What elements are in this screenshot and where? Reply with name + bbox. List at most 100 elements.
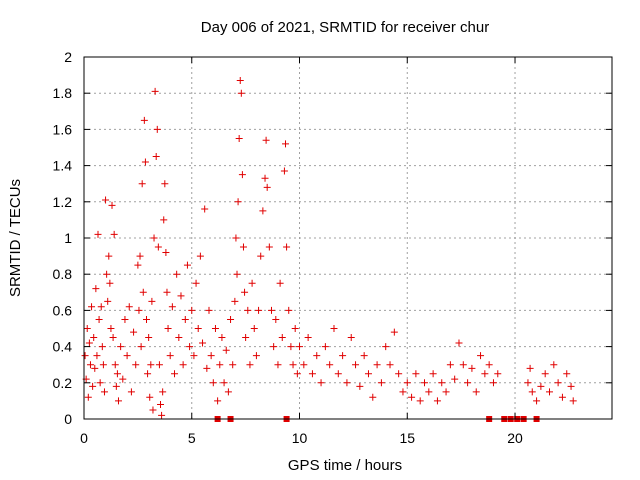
data-point xyxy=(524,379,532,387)
data-point xyxy=(234,198,242,206)
data-point xyxy=(455,339,463,347)
data-point xyxy=(125,303,133,311)
y-axis-label: SRMTID / TECUs xyxy=(7,179,24,297)
data-point xyxy=(255,306,263,314)
data-point xyxy=(343,379,351,387)
grid-lines xyxy=(84,57,612,419)
data-point xyxy=(232,234,240,242)
data-point xyxy=(259,207,267,215)
data-point xyxy=(166,352,174,360)
data-point xyxy=(446,361,454,369)
data-point xyxy=(313,352,321,360)
data-point xyxy=(526,364,534,372)
data-point xyxy=(293,370,301,378)
data-point xyxy=(102,196,110,204)
data-point xyxy=(567,382,575,390)
data-point xyxy=(433,397,441,405)
data-point xyxy=(90,334,98,342)
data-point xyxy=(145,334,153,342)
y-tick-label: 0.6 xyxy=(53,302,73,318)
data-point xyxy=(270,343,278,351)
data-point xyxy=(83,325,91,332)
y-tick-label: 1 xyxy=(64,230,72,246)
data-point xyxy=(194,325,202,332)
data-point xyxy=(142,315,150,323)
data-point xyxy=(438,379,446,387)
data-point xyxy=(160,216,168,224)
data-point xyxy=(216,361,224,369)
data-point xyxy=(88,303,96,311)
x-tick-label: 5 xyxy=(188,430,196,446)
data-point xyxy=(554,379,562,387)
data-point xyxy=(148,297,156,305)
data-point xyxy=(218,334,226,342)
x-tick-label: 0 xyxy=(80,430,88,446)
data-point xyxy=(153,125,161,133)
data-point xyxy=(326,361,334,369)
x-tick-label: 20 xyxy=(507,430,523,446)
data-point xyxy=(282,140,290,148)
data-point xyxy=(117,343,125,351)
data-point xyxy=(137,343,145,351)
data-point xyxy=(395,370,403,378)
data-point xyxy=(317,379,325,387)
data-point xyxy=(92,285,100,293)
data-point xyxy=(291,325,299,332)
data-point xyxy=(285,306,293,314)
data-point xyxy=(140,116,148,124)
data-point xyxy=(569,397,577,405)
data-point xyxy=(300,361,308,369)
data-point xyxy=(136,252,144,260)
data-point xyxy=(235,134,243,142)
data-point xyxy=(100,388,108,396)
data-point xyxy=(181,315,189,323)
data-point xyxy=(157,401,165,409)
data-point xyxy=(239,243,247,251)
data-point xyxy=(242,334,250,342)
data-point xyxy=(96,379,104,387)
data-point xyxy=(190,352,198,360)
data-point xyxy=(360,352,368,360)
data-point xyxy=(533,397,541,405)
data-point xyxy=(134,261,142,269)
data-point xyxy=(158,411,166,419)
data-point xyxy=(364,370,372,378)
data-point xyxy=(113,370,121,378)
data-point xyxy=(352,361,360,369)
data-point xyxy=(233,270,241,278)
y-tick-labels: 0 0.2 0.4 0.6 0.8 1 1.2 1.4 1.6 1.8 2 xyxy=(53,49,73,427)
data-point xyxy=(280,167,288,175)
data-point xyxy=(489,379,497,387)
data-point xyxy=(171,370,179,378)
data-point xyxy=(451,375,459,383)
data-point xyxy=(86,361,94,369)
data-point xyxy=(250,325,258,332)
data-point xyxy=(135,306,143,314)
data-point xyxy=(377,379,385,387)
data-point xyxy=(175,334,183,342)
data-point xyxy=(459,361,467,369)
data-point xyxy=(154,243,162,251)
data-point xyxy=(150,234,158,242)
y-tick-label: 0.8 xyxy=(53,266,73,282)
data-point xyxy=(289,361,297,369)
data-point xyxy=(159,388,167,396)
data-point xyxy=(97,303,105,311)
data-point xyxy=(112,382,120,390)
data-point xyxy=(207,352,215,360)
data-point xyxy=(241,288,249,296)
data-point xyxy=(227,315,235,323)
data-point xyxy=(132,361,140,369)
data-point xyxy=(382,343,390,351)
data-point xyxy=(106,279,114,287)
data-point xyxy=(141,158,149,166)
data-point xyxy=(412,370,420,378)
y-tick-label: 1.8 xyxy=(53,85,73,101)
data-point xyxy=(347,334,355,342)
data-point xyxy=(89,382,97,390)
data-point xyxy=(111,361,119,369)
data-point xyxy=(267,306,275,314)
data-point xyxy=(130,328,138,336)
data-point xyxy=(464,379,472,387)
